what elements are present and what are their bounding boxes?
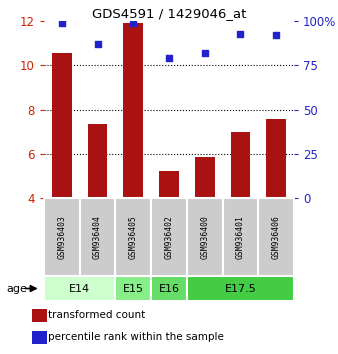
Text: GSM936406: GSM936406: [272, 215, 281, 259]
Text: GSM936404: GSM936404: [93, 215, 102, 259]
Bar: [187, 198, 223, 276]
Point: [202, 50, 208, 56]
Text: E14: E14: [69, 284, 90, 293]
Bar: [80, 198, 115, 276]
Bar: [195, 157, 215, 198]
Text: E15: E15: [123, 284, 144, 293]
Text: E16: E16: [159, 284, 179, 293]
Bar: [88, 124, 107, 198]
Point: [130, 20, 136, 26]
Bar: [151, 276, 187, 301]
Bar: [32, 309, 47, 322]
Text: GSM936403: GSM936403: [57, 215, 66, 259]
Bar: [115, 276, 151, 301]
Bar: [223, 198, 258, 276]
Text: GSM936400: GSM936400: [200, 215, 209, 259]
Point: [95, 41, 100, 47]
Text: GSM936401: GSM936401: [236, 215, 245, 259]
Text: transformed count: transformed count: [48, 310, 146, 320]
Text: percentile rank within the sample: percentile rank within the sample: [48, 332, 224, 342]
Bar: [115, 198, 151, 276]
Title: GDS4591 / 1429046_at: GDS4591 / 1429046_at: [92, 7, 246, 20]
Text: E17.5: E17.5: [224, 284, 256, 293]
Bar: [258, 198, 294, 276]
Text: age: age: [7, 284, 28, 293]
Bar: [123, 23, 143, 198]
Bar: [159, 171, 179, 198]
Bar: [44, 198, 80, 276]
Bar: [266, 119, 286, 198]
Point: [59, 20, 65, 26]
Text: GSM936405: GSM936405: [129, 215, 138, 259]
Text: GSM936402: GSM936402: [165, 215, 173, 259]
Point: [273, 33, 279, 38]
Bar: [151, 198, 187, 276]
Point: [238, 31, 243, 36]
Point: [166, 56, 172, 61]
Bar: [231, 132, 250, 198]
Bar: [52, 53, 72, 198]
Bar: [187, 276, 294, 301]
Bar: [32, 331, 47, 343]
Bar: [44, 276, 115, 301]
